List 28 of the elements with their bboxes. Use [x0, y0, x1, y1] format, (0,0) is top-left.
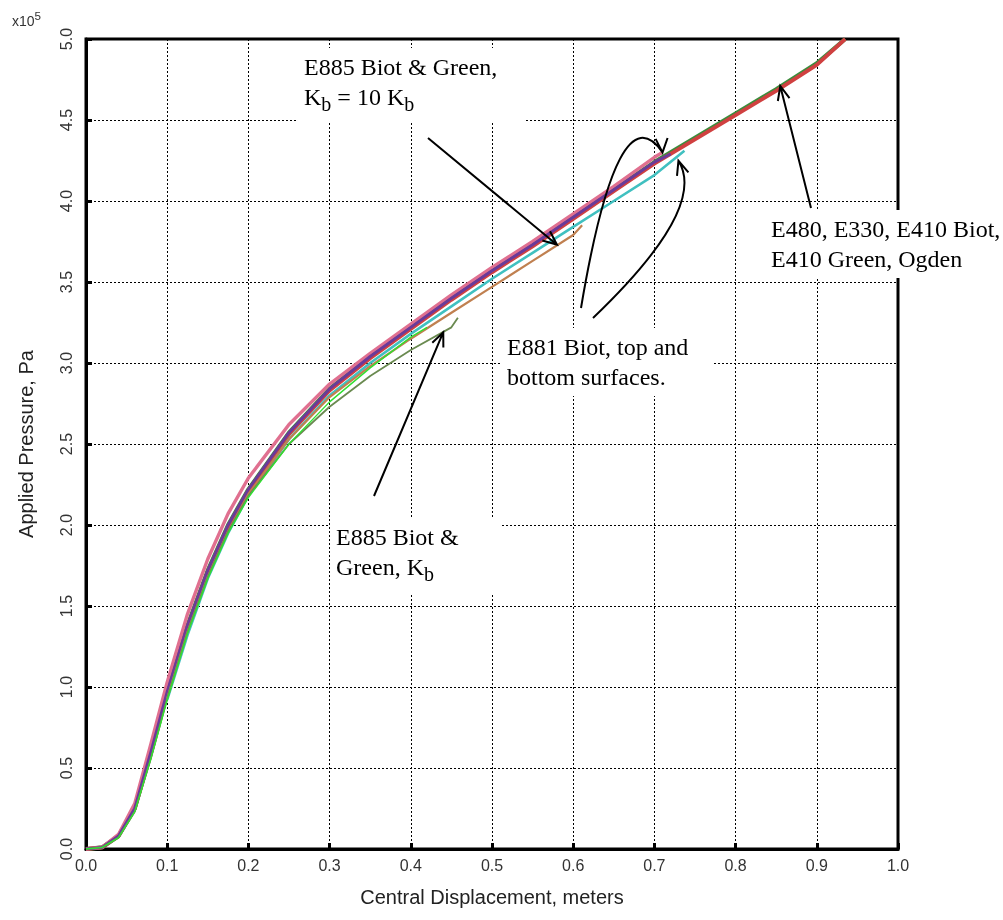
x-tick-label: 0.8 — [724, 856, 747, 874]
x-tick-label: 0.3 — [318, 856, 341, 874]
y-tick-label: 1.5 — [57, 594, 75, 618]
annotation: E480, E330, E410 Biot, E410 Green, Ogden — [765, 210, 1003, 278]
y-tick-label: 3.0 — [57, 351, 75, 375]
annotation: E881 Biot, top and bottom surfaces. — [501, 328, 713, 396]
y-tick-label: 4.5 — [57, 108, 75, 132]
x-tick-label: 0.0 — [74, 856, 98, 874]
y-tick-label: 4.0 — [57, 189, 75, 213]
x-tick-label: 0.2 — [237, 856, 260, 874]
x-tick-label: 0.1 — [156, 856, 179, 874]
x-tick-label: 0.5 — [480, 856, 504, 874]
x-tick-label: 0.7 — [643, 856, 666, 874]
annotation: E885 Biot & Green, K$_{b}$ = 10 K$_{b}$ — [298, 48, 525, 123]
y-tick-label: 0.5 — [57, 756, 75, 780]
y-tick-label: 3.5 — [57, 270, 75, 294]
x-axis-title: Central Displacement, meters — [360, 886, 624, 908]
y-tick-label: 2.0 — [57, 513, 75, 537]
x-tick-label: 0.9 — [805, 856, 829, 874]
y-tick-label: 5.0 — [57, 27, 75, 51]
x-tick-label: 1.0 — [886, 856, 910, 874]
y-axis-title: Applied Pressure, Pa — [15, 349, 37, 538]
x-tick-label: 0.6 — [562, 856, 585, 874]
y-tick-label: 1.0 — [57, 675, 75, 699]
annotation: E885 Biot & Green, K$_{b}$ — [330, 518, 502, 593]
x-tick-label: 0.4 — [399, 856, 423, 874]
text: x10$^{5}$ — [12, 8, 43, 29]
y-tick-label: 2.5 — [57, 432, 75, 456]
